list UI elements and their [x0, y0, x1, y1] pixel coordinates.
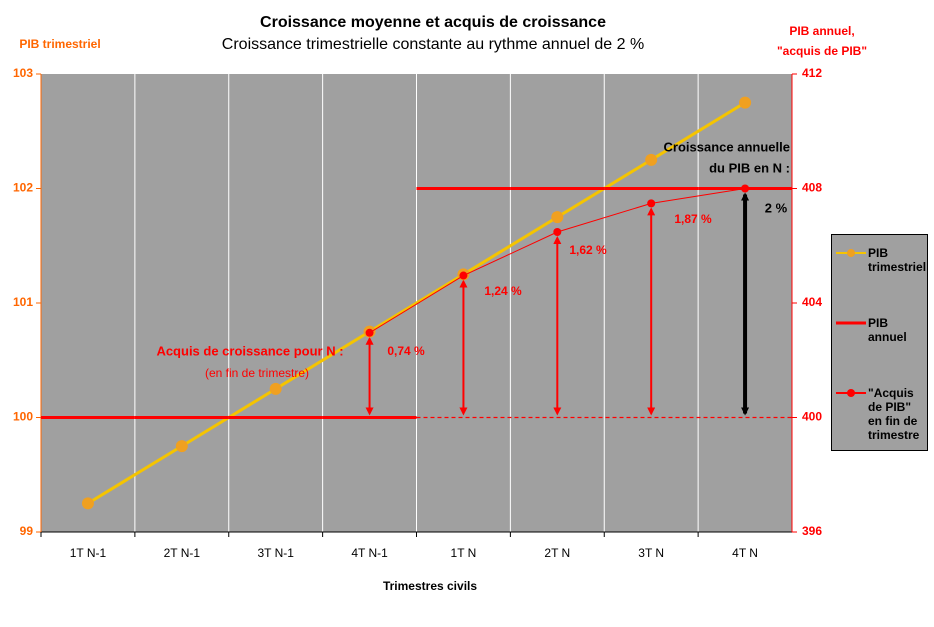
chart-subtitle: Croissance trimestrielle constante au ry…	[222, 36, 644, 53]
y2-tick-label: 400	[802, 410, 822, 424]
marker	[741, 184, 750, 193]
y-tick-label: 100	[13, 410, 33, 424]
x-tick-label: 1T N	[451, 546, 477, 560]
marker	[269, 382, 282, 395]
legend-swatch	[836, 321, 866, 325]
x-tick-label: 2T N-1	[164, 546, 201, 560]
x-tick-label: 3T N	[638, 546, 664, 560]
y-tick-label: 101	[13, 295, 33, 309]
annotation: 1,87 %	[674, 212, 712, 226]
y2-tick-label: 396	[802, 524, 822, 538]
legend: PIB trimestriel PIB annuel "Acquis de PIB"…	[831, 234, 928, 451]
legend-marker	[847, 249, 855, 257]
x-axis-title: Trimestres civils	[383, 579, 477, 593]
marker	[175, 440, 188, 453]
marker	[81, 497, 94, 510]
legend-label: PIB annuel	[868, 316, 907, 344]
chart-title: Croissance moyenne et acquis de croissan…	[260, 14, 606, 31]
x-tick-label: 4T N-1	[351, 546, 388, 560]
legend-swatch	[836, 389, 866, 397]
marker	[645, 153, 658, 166]
annotation: 1,24 %	[484, 284, 522, 298]
annotation: Croissance annuelle	[664, 139, 790, 154]
legend-label: PIB trimestriel	[868, 246, 927, 274]
y-tick-label: 102	[13, 181, 33, 195]
marker	[551, 211, 564, 224]
y2-axis-title: PIB annuel,	[789, 24, 854, 38]
marker	[739, 96, 752, 109]
y2-tick-label: 404	[802, 295, 822, 309]
x-tick-label: 4T N	[732, 546, 758, 560]
annotation: (en fin de trimestre)	[205, 366, 309, 380]
y2-axis-title: "acquis de PIB"	[777, 44, 867, 58]
y-axis-title: PIB trimestriel	[19, 37, 100, 51]
marker	[553, 228, 562, 237]
legend-label: "Acquis de PIB" en fin de trimestre	[868, 386, 920, 442]
annotation: du PIB en N :	[709, 160, 790, 175]
series-line	[87, 101, 746, 505]
marker	[365, 328, 374, 337]
y-tick-label: 103	[13, 66, 33, 80]
annotation: 0,74 %	[387, 344, 425, 358]
x-tick-label: 2T N	[544, 546, 570, 560]
annotation: 1,62 %	[569, 243, 607, 257]
marker	[647, 199, 656, 208]
legend-swatch	[836, 249, 866, 257]
legend-marker	[847, 389, 855, 397]
annotation: 2 %	[765, 200, 788, 215]
y2-tick-label: 412	[802, 66, 822, 80]
annotation: Acquis de croissance pour N :	[156, 343, 343, 358]
x-tick-label: 1T N-1	[70, 546, 107, 560]
y2-tick-label: 408	[802, 181, 822, 195]
y-tick-label: 99	[20, 524, 34, 538]
marker	[459, 271, 468, 280]
x-tick-label: 3T N-1	[257, 546, 294, 560]
